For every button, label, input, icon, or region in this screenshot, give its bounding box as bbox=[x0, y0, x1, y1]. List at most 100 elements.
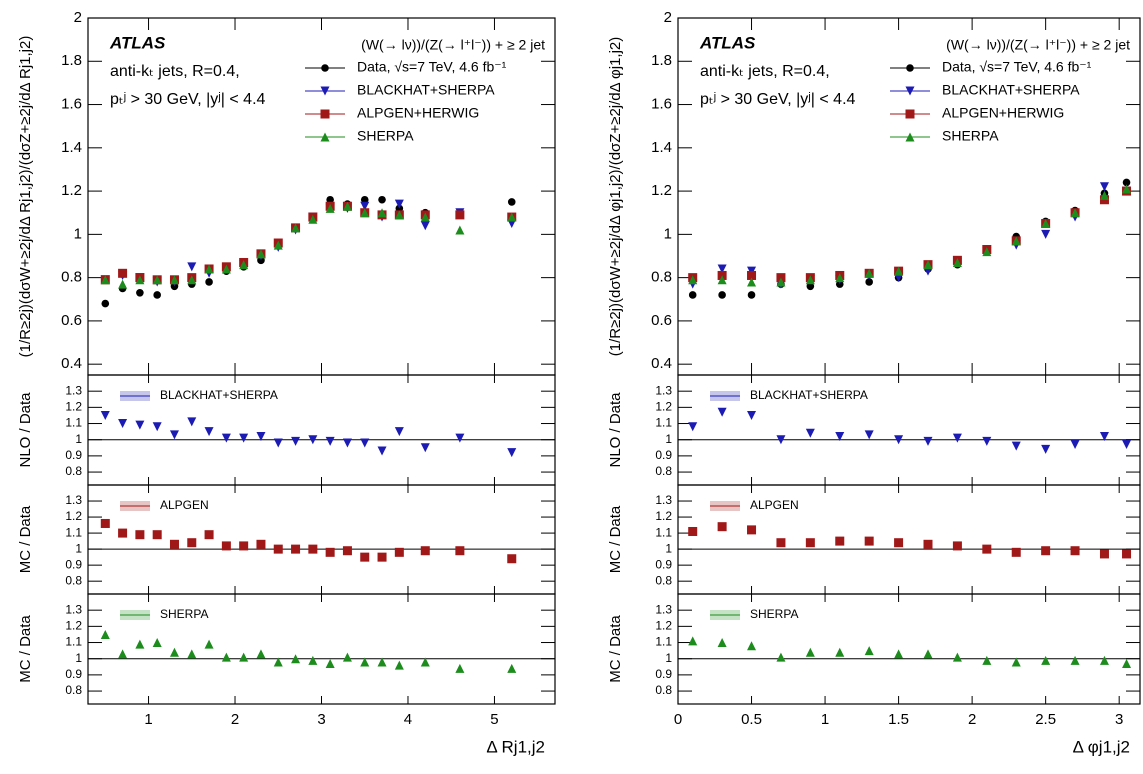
data-point bbox=[1099, 431, 1109, 441]
data-point bbox=[982, 544, 992, 554]
data-point bbox=[221, 652, 231, 662]
data-point bbox=[394, 427, 404, 437]
data-point bbox=[394, 547, 404, 557]
x-axis-label: Δ Rj1,j2 bbox=[486, 737, 545, 756]
data-point bbox=[982, 247, 992, 257]
y-tick-label: 1.2 bbox=[655, 619, 672, 633]
y-tick-label: 1 bbox=[665, 432, 672, 446]
y-tick-label: 1.3 bbox=[655, 493, 672, 507]
data-point bbox=[1041, 444, 1051, 454]
data-point bbox=[952, 433, 962, 443]
data-point bbox=[221, 433, 231, 443]
data-point bbox=[455, 210, 465, 220]
data-point bbox=[1070, 208, 1080, 218]
legend-label: ALPGEN+HERWIG bbox=[357, 105, 479, 121]
data-point bbox=[239, 260, 249, 270]
data-point bbox=[377, 657, 387, 667]
x-axis-label: Δ φj1,j2 bbox=[1073, 737, 1130, 756]
data-point bbox=[152, 422, 162, 432]
y-tick-label: 1 bbox=[75, 432, 82, 446]
data-point bbox=[326, 195, 334, 204]
data-point bbox=[507, 554, 517, 564]
y-tick-label: 1.3 bbox=[65, 493, 82, 507]
data-point bbox=[905, 109, 915, 119]
legend-label: SHERPA bbox=[357, 128, 414, 144]
x-tick-label: 0 bbox=[674, 711, 682, 728]
data-point bbox=[118, 649, 128, 659]
data-point bbox=[420, 443, 430, 453]
data-point bbox=[377, 208, 387, 218]
data-point bbox=[187, 649, 197, 659]
y-axis-label: NLO / Data bbox=[607, 392, 624, 468]
data-point bbox=[273, 240, 283, 250]
data-point bbox=[894, 538, 904, 548]
data-point bbox=[455, 663, 465, 673]
data-point bbox=[136, 288, 144, 297]
data-point bbox=[835, 536, 845, 546]
data-point bbox=[273, 438, 283, 448]
y-tick-label: 1.2 bbox=[651, 182, 672, 199]
data-point bbox=[100, 518, 110, 528]
data-point bbox=[320, 132, 330, 142]
y-tick-label: 0.8 bbox=[65, 464, 82, 478]
data-point bbox=[118, 279, 128, 289]
data-point bbox=[806, 282, 815, 291]
data-point bbox=[923, 539, 933, 549]
data-point bbox=[360, 201, 370, 211]
data-point bbox=[1099, 655, 1109, 665]
data-point bbox=[187, 417, 197, 427]
data-point bbox=[256, 539, 266, 549]
y-tick-label: 1 bbox=[75, 541, 82, 555]
data-point bbox=[152, 275, 162, 285]
data-point bbox=[864, 430, 874, 440]
y-axis-label: MC / Data bbox=[17, 505, 34, 573]
data-point bbox=[776, 277, 786, 287]
data-point bbox=[747, 270, 757, 280]
data-point bbox=[205, 278, 213, 286]
data-point bbox=[420, 221, 430, 231]
legend-label: BLACKHAT+SHERPA bbox=[160, 388, 278, 402]
data-point bbox=[1041, 229, 1051, 239]
annotation: ATLAS bbox=[109, 33, 166, 52]
legend-label: SHERPA bbox=[750, 607, 798, 621]
data-point bbox=[507, 212, 517, 222]
data-point bbox=[1099, 549, 1109, 559]
data-point bbox=[864, 268, 874, 278]
data-point bbox=[360, 195, 369, 204]
data-point bbox=[239, 541, 249, 551]
data-point bbox=[169, 275, 179, 285]
data-point bbox=[291, 544, 301, 554]
y-tick-label: 1.3 bbox=[65, 602, 82, 616]
data-point bbox=[1011, 657, 1021, 667]
annotation: anti-kₜ jets, R=0.4, bbox=[110, 63, 240, 80]
data-point bbox=[805, 428, 815, 438]
y-tick-label: 0.6 bbox=[61, 312, 82, 329]
data-point bbox=[747, 277, 757, 287]
data-point bbox=[342, 438, 352, 448]
x-tick-label: 1 bbox=[144, 711, 152, 728]
data-point bbox=[169, 430, 179, 440]
data-point bbox=[320, 109, 330, 119]
x-tick-label: 2.5 bbox=[1035, 711, 1056, 728]
data-point bbox=[118, 268, 128, 278]
y-tick-label: 1.2 bbox=[65, 509, 82, 523]
y-tick-label: 1.6 bbox=[61, 96, 82, 113]
data-point bbox=[688, 422, 698, 432]
data-point bbox=[923, 436, 933, 446]
data-point bbox=[1070, 655, 1080, 665]
y-tick-label: 0.8 bbox=[65, 683, 82, 697]
y-tick-label: 1.1 bbox=[655, 525, 672, 539]
y-tick-label: 1.2 bbox=[61, 182, 82, 199]
data-point bbox=[204, 530, 214, 540]
panel-frame bbox=[677, 374, 1141, 486]
data-point bbox=[187, 262, 197, 272]
panel-frame bbox=[87, 484, 556, 595]
data-point bbox=[717, 264, 727, 274]
annotation: pₜʲ > 30 GeV, |yʲ| < 4.4 bbox=[110, 91, 266, 108]
y-tick-label: 2 bbox=[74, 9, 82, 26]
data-point bbox=[952, 257, 962, 267]
y-axis-label: MC / Data bbox=[607, 505, 624, 573]
data-point bbox=[906, 64, 914, 72]
y-tick-label: 0.9 bbox=[655, 557, 672, 571]
